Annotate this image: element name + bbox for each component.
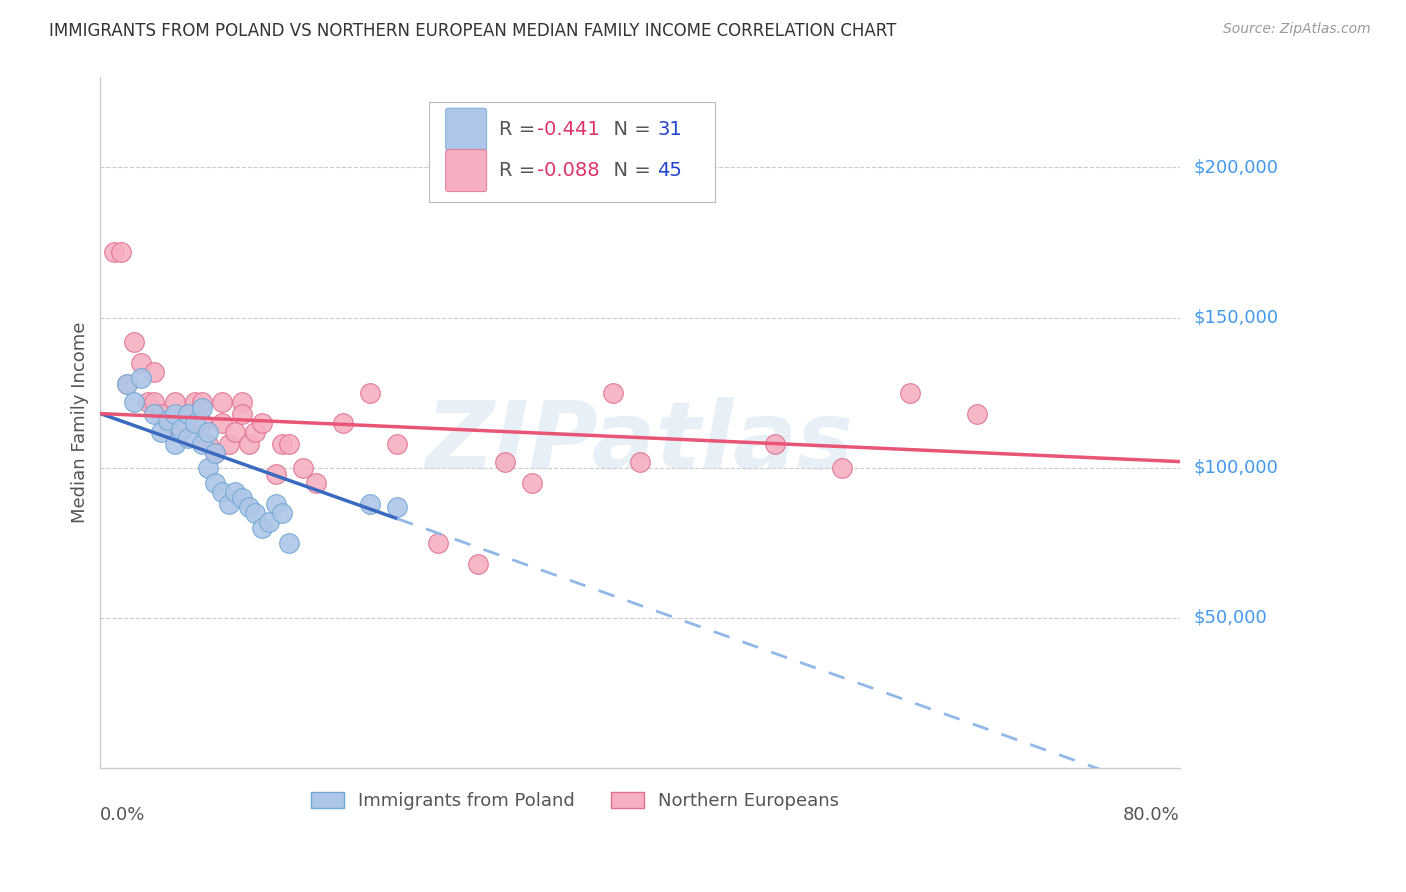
Point — [278, 535, 301, 549]
Point — [271, 436, 294, 450]
Text: R =: R = — [499, 161, 541, 180]
Point — [218, 436, 240, 450]
Point — [245, 506, 267, 520]
Point — [245, 425, 267, 439]
Point — [190, 436, 212, 450]
Point — [156, 412, 179, 426]
Text: $100,000: $100,000 — [1194, 458, 1278, 476]
Text: N =: N = — [602, 161, 657, 180]
Point — [170, 421, 193, 435]
Point — [190, 401, 212, 415]
Text: -0.088: -0.088 — [537, 161, 600, 180]
Point — [197, 460, 219, 475]
FancyBboxPatch shape — [446, 150, 486, 192]
Point — [117, 376, 139, 391]
Text: $200,000: $200,000 — [1194, 159, 1278, 177]
Point — [898, 385, 921, 400]
Point — [264, 497, 287, 511]
Point — [231, 491, 253, 505]
Text: 80.0%: 80.0% — [1123, 805, 1180, 823]
Point — [224, 484, 246, 499]
Point — [385, 436, 408, 450]
Point — [831, 460, 853, 475]
Point — [763, 436, 786, 450]
Point — [966, 407, 988, 421]
Text: 45: 45 — [657, 161, 682, 180]
Point — [184, 416, 207, 430]
Text: $150,000: $150,000 — [1194, 309, 1278, 326]
Point — [177, 431, 200, 445]
Point — [129, 355, 152, 369]
FancyBboxPatch shape — [446, 108, 486, 150]
Point — [628, 454, 651, 468]
Text: IMMIGRANTS FROM POLAND VS NORTHERN EUROPEAN MEDIAN FAMILY INCOME CORRELATION CHA: IMMIGRANTS FROM POLAND VS NORTHERN EUROP… — [49, 22, 897, 40]
Point — [252, 520, 274, 534]
Text: Source: ZipAtlas.com: Source: ZipAtlas.com — [1223, 22, 1371, 37]
Point — [218, 497, 240, 511]
Point — [177, 407, 200, 421]
Point — [122, 394, 145, 409]
Text: R =: R = — [499, 120, 541, 139]
Point — [184, 394, 207, 409]
Point — [359, 497, 381, 511]
Text: 0.0%: 0.0% — [100, 805, 146, 823]
Point — [602, 385, 624, 400]
Text: $50,000: $50,000 — [1194, 608, 1267, 627]
Point — [177, 407, 200, 421]
Point — [143, 365, 166, 379]
Point — [129, 370, 152, 384]
Point — [204, 445, 226, 459]
Point — [163, 407, 186, 421]
Point — [211, 416, 233, 430]
Point — [231, 394, 253, 409]
Point — [110, 244, 132, 259]
Point — [231, 407, 253, 421]
Point — [117, 376, 139, 391]
Point — [204, 445, 226, 459]
Point — [150, 425, 173, 439]
Point — [426, 535, 449, 549]
FancyBboxPatch shape — [429, 102, 716, 202]
Point — [197, 425, 219, 439]
Point — [103, 244, 125, 259]
Text: N =: N = — [602, 120, 657, 139]
Point — [467, 557, 489, 571]
Point — [264, 467, 287, 481]
Point — [385, 500, 408, 514]
Point — [197, 436, 219, 450]
Point — [122, 334, 145, 349]
Point — [190, 394, 212, 409]
Legend: Immigrants from Poland, Northern Europeans: Immigrants from Poland, Northern Europea… — [311, 792, 839, 811]
Point — [204, 475, 226, 490]
Point — [143, 407, 166, 421]
Point — [224, 425, 246, 439]
Point — [252, 416, 274, 430]
Point — [143, 394, 166, 409]
Point — [170, 425, 193, 439]
Point — [211, 484, 233, 499]
Point — [494, 454, 516, 468]
Point — [520, 475, 543, 490]
Point — [150, 407, 173, 421]
Point — [257, 515, 280, 529]
Point — [271, 506, 294, 520]
Point — [305, 475, 328, 490]
Text: -0.441: -0.441 — [537, 120, 600, 139]
Point — [238, 500, 260, 514]
Text: 31: 31 — [657, 120, 682, 139]
Point — [278, 436, 301, 450]
Point — [163, 436, 186, 450]
Point — [136, 394, 159, 409]
Point — [332, 416, 354, 430]
Point — [163, 394, 186, 409]
Y-axis label: Median Family Income: Median Family Income — [72, 322, 89, 524]
Text: ZIPatlas: ZIPatlas — [426, 397, 853, 490]
Point — [156, 416, 179, 430]
Point — [359, 385, 381, 400]
Point — [211, 394, 233, 409]
Point — [291, 460, 314, 475]
Point — [238, 436, 260, 450]
Point — [190, 416, 212, 430]
